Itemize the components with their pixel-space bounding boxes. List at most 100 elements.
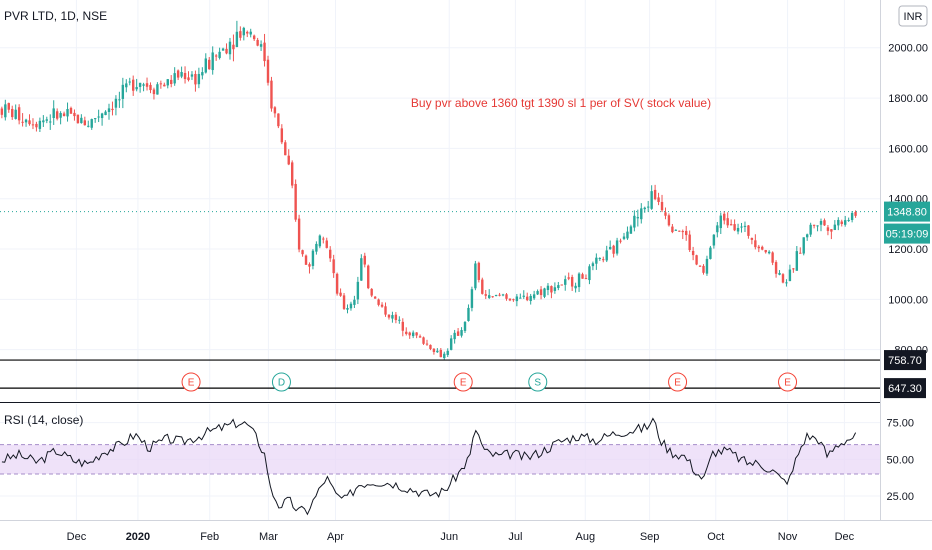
candle-body bbox=[463, 322, 467, 331]
candle-body bbox=[45, 119, 48, 121]
rsi-scale[interactable]: 25.00 50.00 75.00 bbox=[886, 418, 914, 503]
candle-body bbox=[491, 296, 494, 298]
event-marker-earnings[interactable] bbox=[453, 372, 473, 392]
candle-body bbox=[809, 224, 812, 235]
symbol-title[interactable]: PVR LTD, 1D, NSE bbox=[4, 9, 107, 23]
candle-body bbox=[602, 259, 605, 261]
candle-body bbox=[449, 338, 453, 350]
event-marker-earnings[interactable] bbox=[181, 372, 201, 392]
candle-body bbox=[384, 306, 387, 315]
candle-body bbox=[501, 294, 505, 296]
candle-body bbox=[685, 230, 688, 236]
candle-body bbox=[107, 108, 111, 113]
candle-body bbox=[795, 251, 799, 271]
candle-body bbox=[342, 295, 346, 309]
time-tick-label: Nov bbox=[778, 531, 798, 543]
candle-body bbox=[761, 246, 764, 250]
candle-body bbox=[218, 51, 221, 58]
candle-body bbox=[335, 273, 339, 294]
candle-body bbox=[626, 231, 629, 239]
candle-body bbox=[453, 332, 456, 340]
candle-body bbox=[263, 42, 266, 62]
candle-body bbox=[377, 299, 380, 305]
candle-body bbox=[736, 227, 740, 232]
horizontal-lines[interactable] bbox=[0, 359, 880, 389]
candle-body bbox=[436, 350, 439, 353]
candle-body bbox=[664, 212, 667, 216]
candle-body bbox=[543, 288, 546, 297]
candle-body bbox=[66, 109, 69, 117]
candle-body bbox=[781, 274, 785, 283]
candle-body bbox=[52, 108, 55, 118]
candle-body bbox=[505, 294, 508, 299]
candle-body bbox=[519, 297, 522, 299]
candle-body bbox=[646, 206, 650, 208]
event-marker-letter: D bbox=[278, 378, 285, 389]
candle-body bbox=[145, 83, 149, 87]
rsi-band bbox=[0, 444, 880, 474]
candle-body bbox=[332, 259, 335, 274]
candle-body bbox=[235, 31, 239, 47]
candle-body bbox=[636, 217, 640, 219]
candle-body bbox=[322, 238, 325, 240]
candle-body bbox=[290, 162, 294, 186]
candle-body bbox=[830, 229, 833, 232]
candle-body bbox=[484, 294, 487, 296]
event-marker-earnings[interactable] bbox=[778, 372, 798, 392]
price-tick-label: 1800.00 bbox=[888, 93, 928, 105]
candle-body bbox=[740, 226, 743, 228]
candle-body bbox=[256, 39, 259, 46]
candle-body bbox=[370, 288, 373, 296]
event-marker-dividend[interactable] bbox=[271, 372, 291, 392]
candle-body bbox=[346, 308, 349, 310]
horizontal-line-tag bbox=[884, 378, 926, 399]
candle-body bbox=[494, 295, 498, 297]
candle-body bbox=[570, 276, 574, 287]
event-marker-letter: E bbox=[784, 378, 791, 389]
candle-body bbox=[246, 31, 249, 34]
candle-body bbox=[850, 213, 854, 220]
candle-body bbox=[249, 31, 252, 35]
candle-body bbox=[550, 286, 553, 293]
candle-body bbox=[138, 82, 142, 87]
event-marker-earnings[interactable] bbox=[668, 372, 688, 392]
time-scale[interactable]: Dec 2020 Feb Mar Apr Jun Jul Aug Sep Oct Nov Dec bbox=[67, 531, 855, 543]
trade-annotation[interactable]: Buy pvr above 1360 tgt 1390 sl 1 per of … bbox=[411, 96, 711, 110]
candle-body bbox=[425, 343, 429, 345]
candle-body bbox=[854, 211, 857, 216]
currency-badge[interactable] bbox=[898, 5, 928, 27]
candle-body bbox=[35, 123, 38, 128]
candle-body bbox=[733, 224, 736, 231]
time-tick-label: Mar bbox=[259, 531, 278, 543]
candle-body bbox=[242, 27, 246, 36]
candle-body bbox=[104, 111, 107, 116]
last-price-tag-label: 1348.80 bbox=[887, 207, 927, 219]
candle-body bbox=[62, 113, 66, 117]
candle-body bbox=[214, 55, 218, 57]
candle-body bbox=[788, 269, 792, 282]
candle-body bbox=[156, 84, 159, 95]
candle-body bbox=[152, 89, 156, 95]
countdown-tag bbox=[884, 223, 930, 244]
candle-body bbox=[546, 285, 550, 291]
candle-body bbox=[180, 72, 183, 77]
candle-body bbox=[653, 189, 657, 200]
candle-body bbox=[567, 277, 570, 279]
event-marker-split[interactable] bbox=[528, 372, 548, 392]
candle-body bbox=[367, 265, 370, 289]
candle-body bbox=[142, 84, 145, 86]
candle-body bbox=[405, 331, 408, 334]
candle-body bbox=[767, 251, 771, 254]
candle-body bbox=[698, 265, 702, 267]
candle-body bbox=[201, 72, 204, 76]
candle-body bbox=[284, 142, 287, 156]
candle-body bbox=[688, 234, 691, 251]
candle-body bbox=[557, 285, 560, 289]
currency-label: INR bbox=[904, 11, 923, 23]
candle-body bbox=[643, 207, 646, 210]
countdown-tag-label: 05:19:09 bbox=[886, 229, 929, 241]
candle-body bbox=[488, 295, 491, 298]
candle-body bbox=[90, 119, 93, 128]
